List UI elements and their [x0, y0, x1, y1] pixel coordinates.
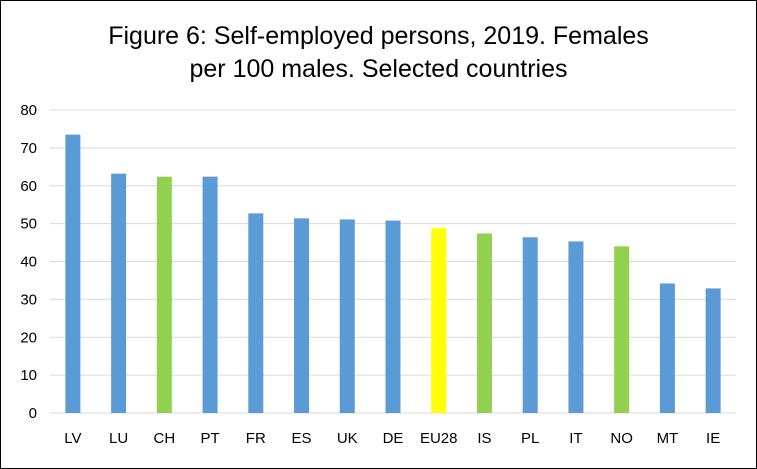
- y-tick-label: 50: [20, 216, 37, 233]
- x-tick-label-no: NO: [610, 430, 633, 447]
- x-tick-label-it: IT: [569, 430, 582, 447]
- x-tick-label-ie: IE: [706, 430, 720, 447]
- y-tick-label: 20: [20, 329, 37, 346]
- bar-eu28: [431, 228, 447, 413]
- x-axis-ticks: LV LU CH PT FR ES UK DE EU28 IS PL IT NO MT IE: [64, 430, 720, 447]
- bar-es: [294, 218, 310, 413]
- bar-lv: [65, 134, 81, 413]
- bar-fr: [248, 213, 264, 413]
- x-tick-label-is: IS: [477, 430, 491, 447]
- x-tick-label-mt: MT: [657, 430, 679, 447]
- chart-title: Figure 6: Self-employed persons, 2019. F…: [0, 20, 757, 86]
- bar-ch: [156, 176, 172, 413]
- x-tick-label-pt: PT: [200, 430, 219, 447]
- y-tick-label: 40: [20, 254, 37, 271]
- bar-de: [385, 220, 401, 413]
- y-tick-label: 80: [20, 102, 37, 119]
- y-axis-ticks: 0 10 20 30 40 50 60 70 80: [20, 102, 37, 422]
- x-tick-label-lv: LV: [64, 430, 81, 447]
- bar-mt: [659, 283, 675, 413]
- y-tick-label: 0: [29, 405, 37, 422]
- bar-no: [614, 246, 630, 413]
- y-tick-label: 70: [20, 140, 37, 157]
- x-tick-label-eu28: EU28: [420, 430, 458, 447]
- x-tick-label-de: DE: [383, 430, 404, 447]
- x-tick-label-pl: PL: [521, 430, 539, 447]
- bars: [65, 134, 721, 413]
- chart-title-line-1: Figure 6: Self-employed persons, 2019. F…: [108, 22, 649, 50]
- y-tick-label: 30: [20, 291, 37, 308]
- bar-ie: [705, 288, 721, 413]
- x-tick-label-fr: FR: [246, 430, 266, 447]
- bar-pl: [522, 237, 538, 413]
- bar-it: [568, 241, 584, 413]
- x-tick-label-uk: UK: [337, 430, 358, 447]
- bar-uk: [339, 219, 355, 413]
- y-tick-label: 60: [20, 178, 37, 195]
- x-tick-label-lu: LU: [109, 430, 128, 447]
- x-tick-label-ch: CH: [153, 430, 175, 447]
- bar-lu: [111, 173, 127, 413]
- bar-is: [476, 233, 492, 413]
- bar-pt: [202, 176, 218, 413]
- y-tick-label: 10: [20, 367, 37, 384]
- x-tick-label-es: ES: [292, 430, 312, 447]
- chart-title-line-2: per 100 males. Selected countries: [189, 55, 568, 83]
